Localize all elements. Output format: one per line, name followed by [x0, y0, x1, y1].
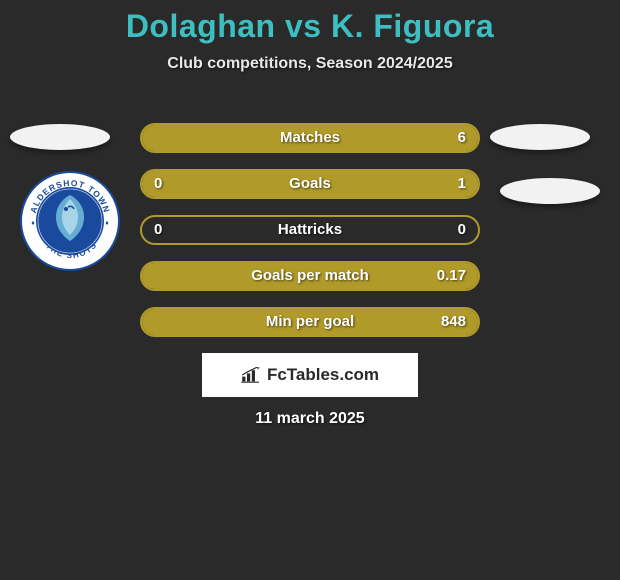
stat-value-right: 0: [458, 217, 466, 243]
stat-label: Goals per match: [142, 263, 478, 289]
stat-row: Hattricks0 0: [140, 215, 480, 245]
stat-row: Goals per match0.17: [140, 261, 480, 291]
stat-row: Goals0 1: [140, 169, 480, 199]
stat-value-right: 1: [458, 171, 466, 197]
stat-row: Matches6: [140, 123, 480, 153]
stat-value-right: 6: [458, 125, 466, 151]
brand-text: FcTables.com: [267, 365, 379, 385]
stat-label: Matches: [142, 125, 478, 151]
side-ellipse: [500, 178, 600, 204]
page-title: Dolaghan vs K. Figuora: [0, 0, 620, 45]
date-text: 11 march 2025: [0, 410, 620, 428]
bar-chart-icon: [241, 367, 261, 383]
subtitle: Club competitions, Season 2024/2025: [0, 55, 620, 73]
club-badge: ALDERSHOT TOWN THE SHOTS: [20, 171, 120, 271]
stat-row: Min per goal848: [140, 307, 480, 337]
stat-label: Min per goal: [142, 309, 478, 335]
side-ellipse: [490, 124, 590, 150]
stat-value-left: 0: [154, 171, 162, 197]
brand-box: FcTables.com: [202, 353, 418, 397]
side-ellipse: [10, 124, 110, 150]
stat-label: Goals: [142, 171, 478, 197]
stat-value-right: 0.17: [437, 263, 466, 289]
stats-comparison: Matches6Goals01Hattricks00Goals per matc…: [140, 123, 480, 353]
stat-value-right: 848: [441, 309, 466, 335]
stat-value-left: 0: [154, 217, 162, 243]
club-badge-svg: ALDERSHOT TOWN THE SHOTS: [20, 171, 120, 271]
stat-label: Hattricks: [142, 217, 478, 243]
